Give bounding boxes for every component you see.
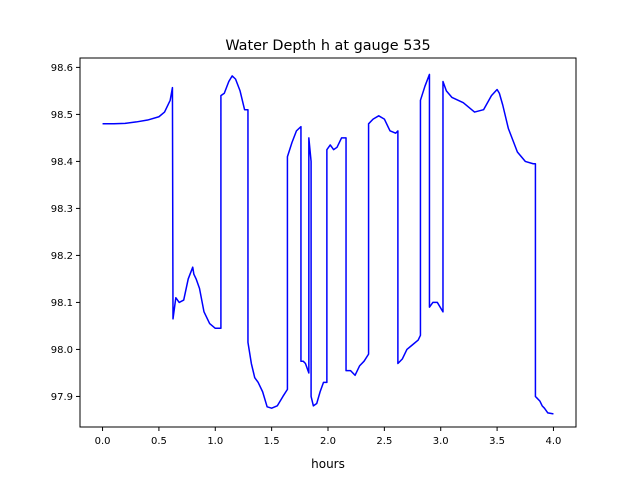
y-tick-label: 98.1 [51, 298, 73, 309]
y-tick-label: 98.2 [51, 251, 73, 262]
y-tick-label: 98.6 [51, 63, 73, 74]
series-line-0 [102, 73, 554, 415]
chart-title: Water Depth h at gauge 535 [225, 38, 430, 54]
y-tick-label: 98.3 [51, 204, 73, 215]
x-tick-label: 4.0 [546, 436, 562, 447]
x-tick-label: 1.5 [264, 436, 280, 447]
y-tick-label: 97.9 [51, 392, 73, 403]
plot-area [102, 73, 554, 415]
y-tick-label: 98.4 [51, 157, 73, 168]
x-tick-label: 0.0 [95, 436, 111, 447]
x-tick-label: 3.0 [433, 436, 449, 447]
x-tick-label: 1.0 [207, 436, 223, 447]
x-tick-label: 0.5 [151, 436, 167, 447]
x-axis: 0.0 0.5 1.0 1.5 2.0 2.5 3.0 3.5 4.0 [95, 427, 562, 447]
x-tick-label: 3.5 [489, 436, 505, 447]
x-axis-label: hours [311, 457, 345, 471]
y-tick-label: 98.0 [51, 345, 73, 356]
y-tick-label: 98.5 [51, 110, 73, 121]
x-tick-label: 2.0 [320, 436, 336, 447]
x-tick-label: 2.5 [376, 436, 392, 447]
y-axis: 97.9 98.0 98.1 98.2 98.3 98.4 98.5 98.6 [51, 63, 80, 403]
